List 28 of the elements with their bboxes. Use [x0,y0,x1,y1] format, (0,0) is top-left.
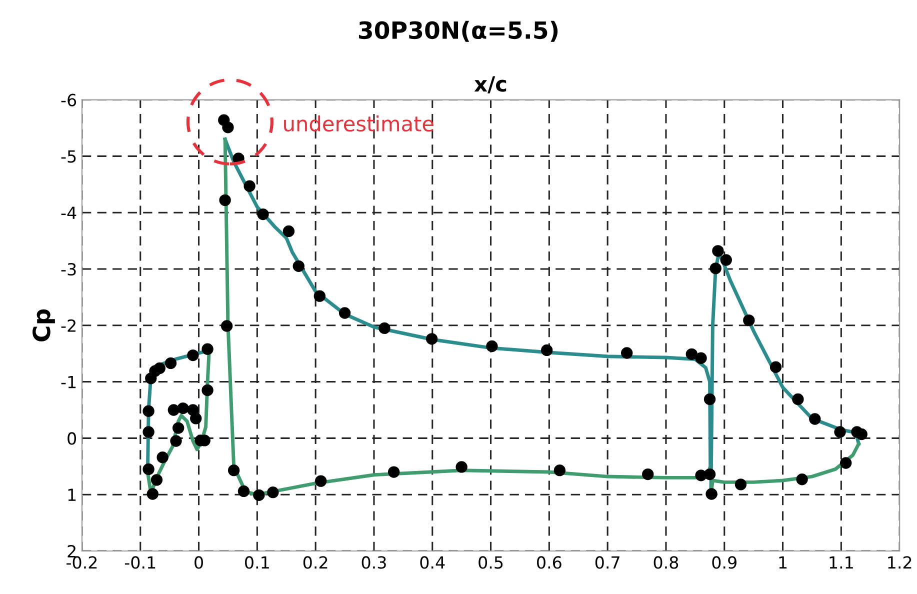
chart-title: 30P30N(α=5.5) [358,20,558,42]
x-tick-label: 0.1 [245,556,269,569]
x-tick-label: 0.7 [595,556,620,569]
x-tick-label: 0.6 [537,556,562,569]
x-tick-label: 0.4 [420,556,445,569]
x-tick-label: 0 [194,556,203,569]
x-tick-label: -0.1 [124,556,156,569]
y-tick-label: -3 [61,262,76,276]
y-tick-label: -2 [61,319,76,332]
x-tick-label: 1.2 [888,556,912,569]
x-tick-label: 1 [779,556,787,569]
y-tick-label: -1 [61,376,76,388]
y-tick-label: -5 [61,150,76,163]
x-tick-label: 0.8 [654,556,678,569]
x-tick-label: 1.1 [830,556,853,569]
y-tick-label: -4 [61,206,76,219]
y-axis-title: Cp [32,309,55,342]
x-tick-label: -0.2 [66,556,97,569]
x-tick-label: 0.2 [303,556,328,569]
y-tick-label: 2 [68,544,76,558]
y-tick-label: -6 [61,94,76,106]
x-tick-label: 0.9 [712,556,736,569]
y-tick-label: 0 [68,432,76,445]
y-tick-label: 1 [68,488,76,501]
x-tick-label: 0.3 [362,556,386,569]
x-tick-label: 0.5 [478,556,503,569]
annotation: underestimate [284,115,434,132]
x-axis-title: x/c [474,76,506,94]
